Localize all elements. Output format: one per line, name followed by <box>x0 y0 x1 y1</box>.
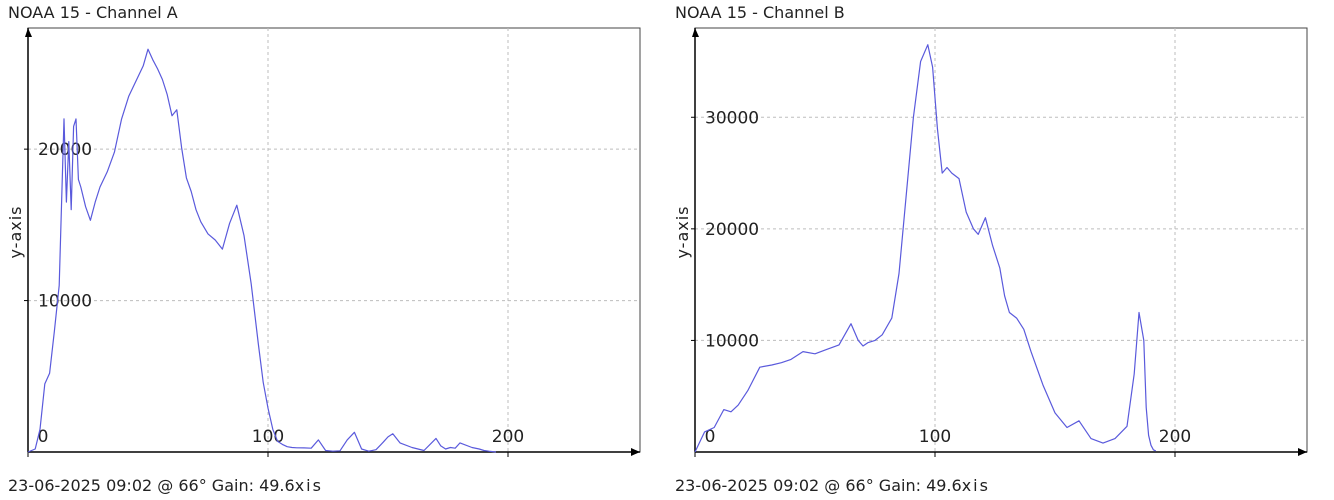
x-tick-label: 100 <box>252 427 284 447</box>
series-line <box>694 44 1157 453</box>
y-tick-label: 10000 <box>38 292 92 312</box>
chart-title: NOAA 15 - Channel B <box>675 3 845 22</box>
channel-b-plot: 0 100 200 10000 20000 30000 y-axis <box>673 27 1308 457</box>
plot-frame <box>694 27 1308 453</box>
y-axis-arrow <box>25 28 32 37</box>
chart-footer: 23-06-2025 09:02 @ 66° Gain: 49.6xis <box>8 476 323 495</box>
chart-footer: 23-06-2025 09:02 @ 66° Gain: 49.6xis <box>675 476 990 495</box>
x-tick-label: 0 <box>38 427 49 447</box>
y-tick-label: 10000 <box>705 331 759 351</box>
series-line <box>27 48 497 453</box>
x-tick-label: 0 <box>705 427 716 447</box>
footer-text: 23-06-2025 09:02 @ 66° Gain: 49.6 <box>8 476 295 495</box>
chart-panel-channel-a: NOAA 15 - Channel A 0 100 200 10000 20000 y-a… <box>6 3 641 495</box>
y-tick-label: 20000 <box>705 220 759 240</box>
chart-title: NOAA 15 - Channel A <box>8 3 178 22</box>
x-tick-label: 100 <box>919 427 951 447</box>
plot-frame <box>27 27 641 453</box>
x-axis-arrow <box>631 448 640 456</box>
x-tick-label: 200 <box>1159 427 1191 447</box>
y-axis-label: y-axis <box>6 205 25 258</box>
y-tick-label: 30000 <box>705 108 759 128</box>
chart-panel-channel-b: NOAA 15 - Channel B 0 100 200 10000 20000 300… <box>667 0 1334 500</box>
footer-text: 23-06-2025 09:02 @ 66° Gain: 49.6 <box>675 476 962 495</box>
y-axis-label: y-axis <box>673 205 692 258</box>
x-axis-arrow <box>1298 448 1307 456</box>
y-axis-arrow <box>692 28 699 37</box>
x-tick-label: 200 <box>492 427 524 447</box>
footer-axis-text: xis <box>961 476 990 495</box>
footer-axis-text: xis <box>294 476 323 495</box>
